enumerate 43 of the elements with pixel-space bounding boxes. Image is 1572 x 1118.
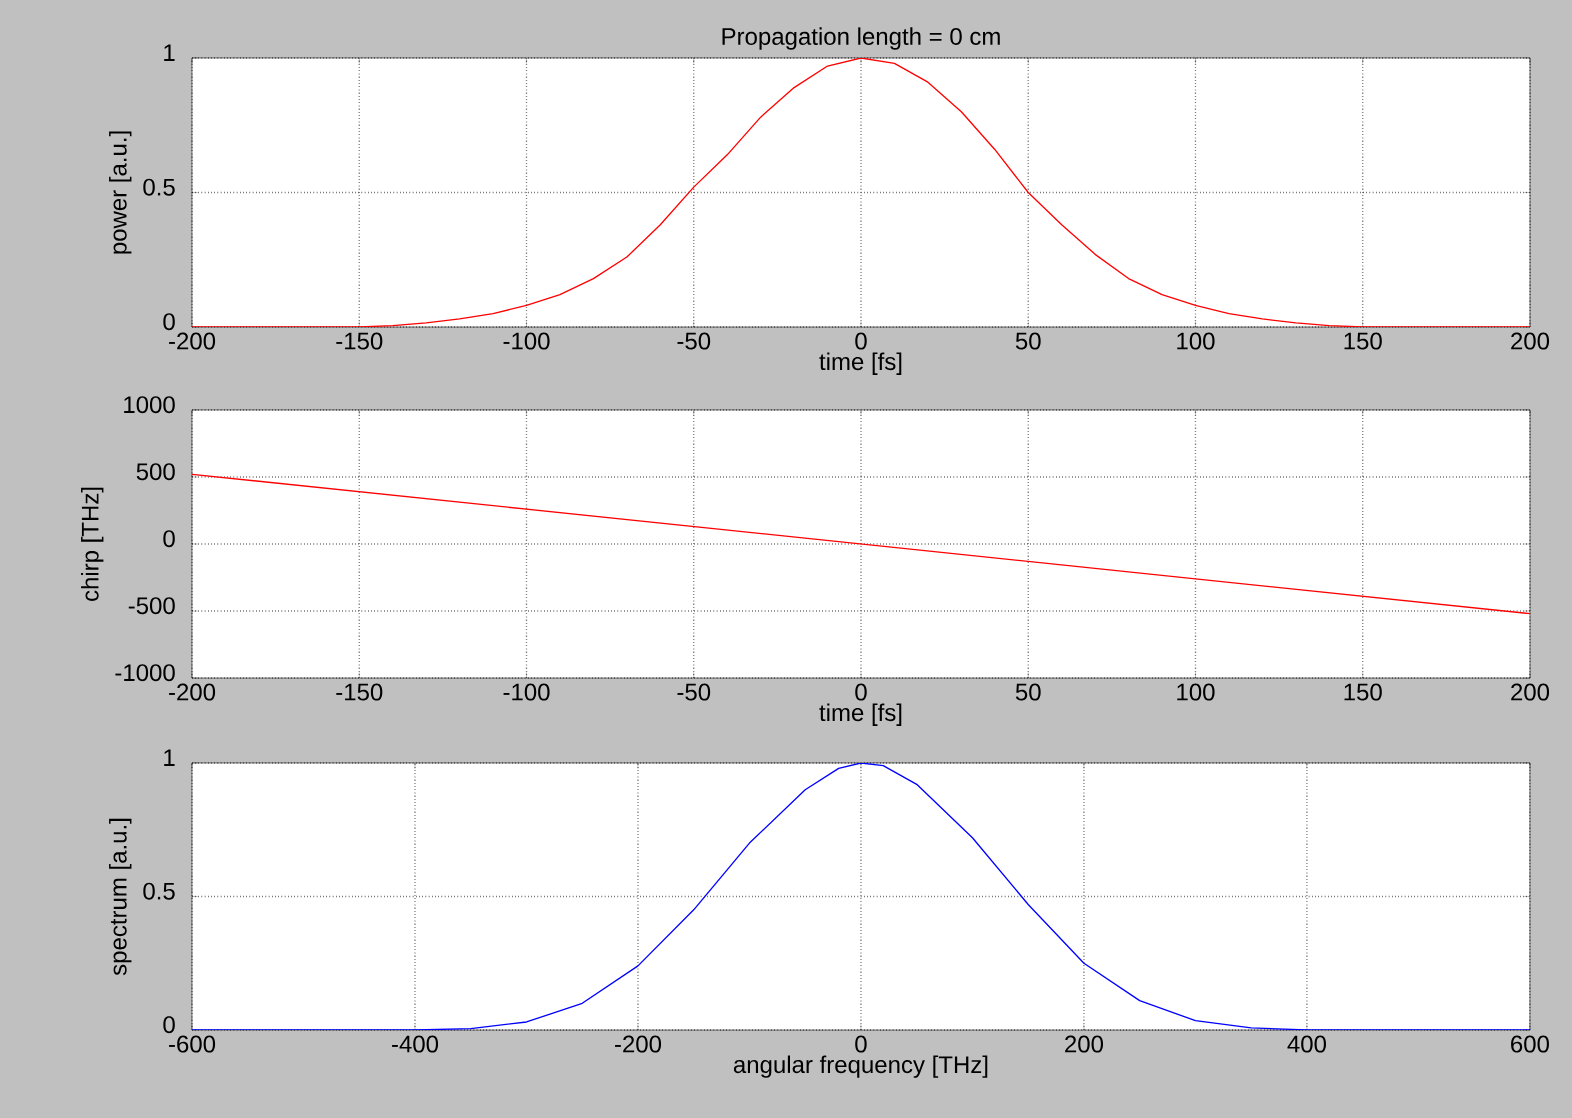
x-tick-label: 400 <box>1287 1035 1326 1053</box>
x-tick-label: 50 <box>1015 332 1041 350</box>
x-tick-label: 0 <box>855 683 867 701</box>
x-tick-label: -600 <box>169 1035 216 1053</box>
x-tick-label: -200 <box>169 332 216 350</box>
x-tick-label: -400 <box>392 1035 439 1053</box>
x-tick-label: 100 <box>1177 683 1215 701</box>
x-tick-label: 200 <box>1511 332 1550 350</box>
x-tick-label: -200 <box>169 683 216 701</box>
x-tick-label: -100 <box>503 332 550 350</box>
y-axis-title: power [a.u.] <box>109 131 132 254</box>
x-tick-label: 150 <box>1344 683 1382 701</box>
x-axis-title: angular frequency [THz] <box>733 1055 988 1078</box>
y-tick-label: -1000 <box>115 664 175 682</box>
x-tick-label: -50 <box>677 332 711 350</box>
x-axis-title: time [fs] <box>819 703 902 726</box>
y-tick-label: 1000 <box>124 396 175 414</box>
y-tick-label: -500 <box>128 597 175 615</box>
y-tick-label: 500 <box>136 463 175 481</box>
x-tick-label: 100 <box>1177 332 1215 350</box>
y-axis-title: spectrum [a.u.] <box>109 818 132 976</box>
y-tick-label: 0.5 <box>143 882 175 900</box>
x-tick-label: 50 <box>1015 683 1041 701</box>
x-tick-label: -150 <box>336 683 383 701</box>
x-tick-label: -50 <box>677 683 711 701</box>
x-tick-label: 600 <box>1511 1035 1549 1053</box>
y-tick-label: 0 <box>163 530 175 548</box>
x-tick-label: 0 <box>855 1035 867 1053</box>
y-tick-label: 0 <box>163 1016 175 1034</box>
chart-title: Propagation length = 0 cm <box>722 27 1000 50</box>
x-tick-label: -100 <box>503 683 550 701</box>
y-axis-title: chirp [THz] <box>81 487 104 601</box>
x-tick-label: 200 <box>1065 1035 1104 1053</box>
y-tick-label: 0 <box>163 313 175 331</box>
x-tick-label: 200 <box>1511 683 1550 701</box>
x-tick-label: 150 <box>1344 332 1382 350</box>
y-tick-label: 1 <box>164 44 175 61</box>
y-tick-label: 1 <box>164 749 175 766</box>
x-tick-label: 0 <box>855 332 867 350</box>
x-axis-title: time [fs] <box>819 352 902 375</box>
x-tick-label: -150 <box>336 332 383 350</box>
x-tick-label: -200 <box>615 1035 662 1053</box>
y-tick-label: 0.5 <box>143 178 175 196</box>
